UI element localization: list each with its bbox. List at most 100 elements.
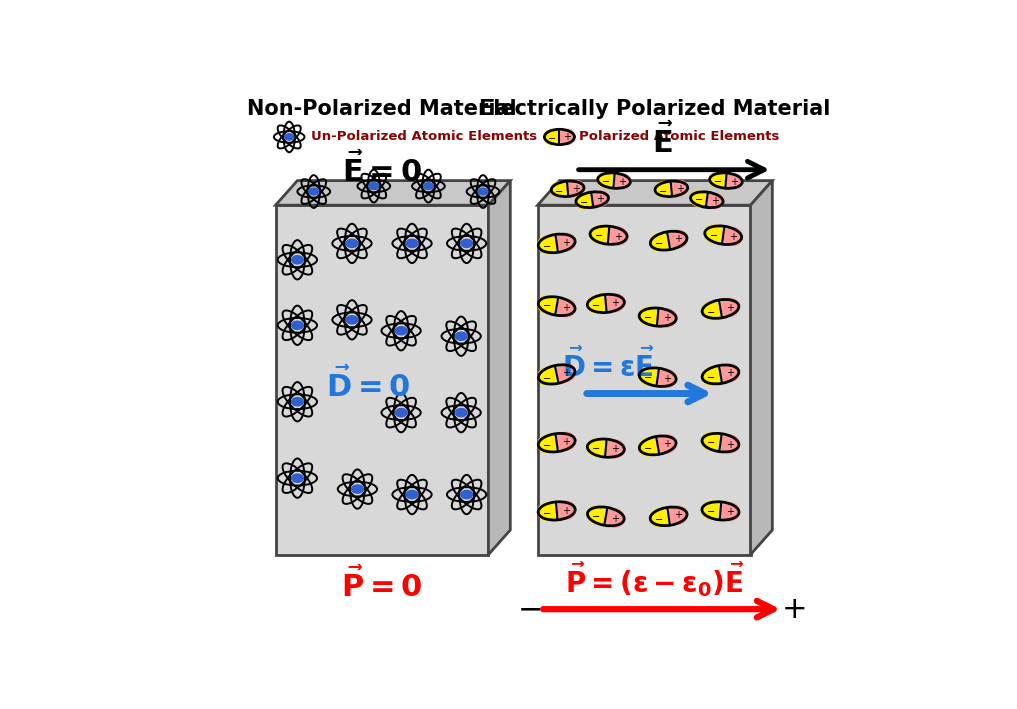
Text: $-$: $-$ [542,240,551,250]
Ellipse shape [639,367,658,385]
Ellipse shape [538,235,557,254]
Ellipse shape [590,225,609,243]
Polygon shape [488,181,511,554]
Text: $-$: $-$ [706,436,715,446]
Ellipse shape [657,369,676,387]
Ellipse shape [544,129,559,145]
Ellipse shape [605,440,624,458]
Text: $-$: $-$ [706,306,715,316]
Ellipse shape [423,183,433,189]
Text: $\mathbf{\vec{D} = 0}$: $\mathbf{\vec{D} = 0}$ [326,367,411,403]
Polygon shape [276,181,511,205]
Ellipse shape [720,435,739,453]
Text: Polarized Atomic Elements: Polarized Atomic Elements [579,130,779,143]
Ellipse shape [556,298,576,317]
Ellipse shape [551,182,567,197]
Text: $-$: $-$ [654,238,663,247]
Ellipse shape [605,509,624,527]
Text: $-$: $-$ [592,510,600,520]
Text: $-$: $-$ [594,229,603,240]
Ellipse shape [461,239,473,247]
Text: $+$: $+$ [663,313,672,323]
Ellipse shape [292,398,303,406]
Text: $+$: $+$ [726,506,735,518]
Ellipse shape [597,172,614,188]
Text: $+$: $+$ [572,182,581,194]
Ellipse shape [292,474,303,482]
Ellipse shape [292,321,303,330]
Text: $+$: $+$ [562,505,572,515]
Text: $-$: $-$ [658,184,667,194]
Ellipse shape [657,309,676,327]
Ellipse shape [396,327,407,335]
Text: Non-Polarized Material: Non-Polarized Material [247,99,517,118]
Ellipse shape [396,408,407,417]
Text: $-$: $-$ [591,442,600,452]
Ellipse shape [720,364,739,382]
Text: $+$: $+$ [726,367,735,378]
Ellipse shape [668,506,687,524]
Ellipse shape [456,332,467,340]
Ellipse shape [650,233,669,251]
Text: Electrically Polarized Material: Electrically Polarized Material [479,99,831,118]
Ellipse shape [702,501,721,519]
Text: $+$: $+$ [663,373,672,384]
Ellipse shape [538,435,557,453]
Text: $\mathbf{\vec{D} = \varepsilon\vec{E}}$: $\mathbf{\vec{D} = \varepsilon\vec{E}}$ [562,349,655,384]
Text: $+$: $+$ [562,303,572,313]
Polygon shape [751,181,772,554]
Ellipse shape [461,491,473,498]
Ellipse shape [556,233,576,251]
Ellipse shape [538,367,557,386]
Text: $+$: $+$ [781,595,805,624]
Polygon shape [538,205,751,554]
Ellipse shape [702,367,721,385]
Text: $-$: $-$ [579,196,588,206]
Text: $+$: $+$ [674,510,683,520]
Ellipse shape [592,191,609,206]
Text: Un-Polarized Atomic Elements: Un-Polarized Atomic Elements [311,130,537,143]
Ellipse shape [309,188,318,195]
Ellipse shape [702,432,721,450]
Ellipse shape [723,228,742,245]
Text: $-$: $-$ [542,372,551,381]
Ellipse shape [346,239,358,247]
Text: $-$: $-$ [542,439,551,449]
Text: $\mathbf{\vec{P} = (\varepsilon - \varepsilon_0)\vec{E}}$: $\mathbf{\vec{P} = (\varepsilon - \varep… [565,559,744,598]
Ellipse shape [556,432,576,450]
Ellipse shape [352,485,363,493]
Text: $+$: $+$ [614,230,623,242]
Text: $+$: $+$ [563,131,572,143]
Ellipse shape [608,227,627,245]
Text: $-$: $-$ [518,595,542,624]
Text: $-$: $-$ [644,442,652,452]
Ellipse shape [456,408,467,417]
Polygon shape [538,181,772,205]
Text: $+$: $+$ [730,176,739,187]
Ellipse shape [346,316,358,324]
Ellipse shape [725,174,742,189]
Text: $+$: $+$ [663,438,672,450]
Text: $-$: $-$ [706,372,715,381]
Text: $+$: $+$ [596,193,605,204]
Ellipse shape [538,296,557,313]
Ellipse shape [605,294,624,312]
Text: $-$: $-$ [554,184,563,194]
Ellipse shape [292,256,303,264]
Text: $+$: $+$ [728,231,737,242]
Ellipse shape [702,301,721,320]
Ellipse shape [559,129,575,145]
Polygon shape [276,205,488,554]
Ellipse shape [709,172,726,188]
Text: $+$: $+$ [562,237,572,247]
Text: $+$: $+$ [711,196,720,206]
Ellipse shape [285,134,294,140]
Ellipse shape [538,503,557,520]
Ellipse shape [691,191,707,206]
Ellipse shape [639,307,658,325]
Ellipse shape [720,503,739,520]
Text: $-$: $-$ [601,175,610,185]
Text: $-$: $-$ [706,505,715,515]
Text: $-$: $-$ [547,132,556,142]
Ellipse shape [671,181,689,196]
